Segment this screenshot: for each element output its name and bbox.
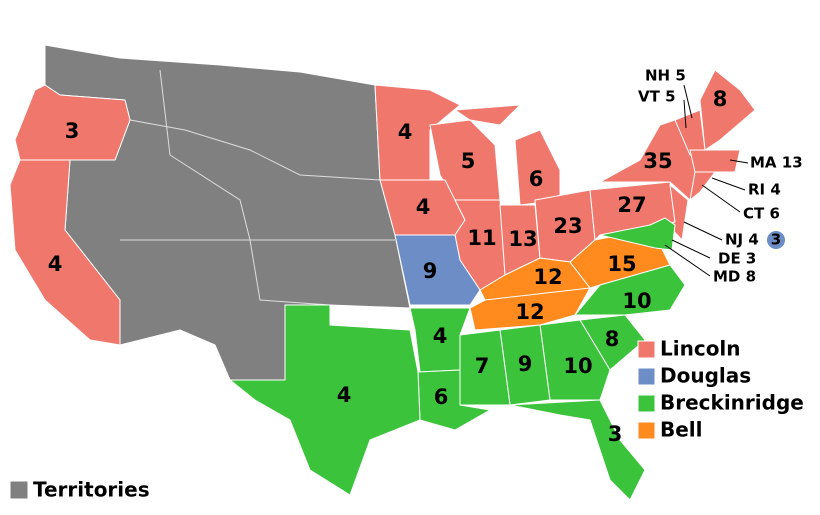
- state-votes: 35: [643, 149, 672, 173]
- callout-label: MD 8: [713, 268, 756, 286]
- vote-labels: 3 4 4 5 6 4 11 13 23 27 35 8 9 12 15 12 …: [48, 87, 728, 446]
- state-votes: 9: [518, 352, 533, 376]
- state-votes: 11: [467, 226, 496, 250]
- legend-label: Lincoln: [660, 337, 741, 361]
- state-votes: 23: [553, 214, 582, 238]
- legend-swatch: [637, 367, 656, 386]
- legend-label: Breckinridge: [660, 391, 804, 415]
- state-votes: 4: [416, 195, 431, 219]
- legend-label: Bell: [660, 418, 703, 442]
- legend: Lincoln Douglas Breckinridge Bell: [637, 337, 804, 442]
- callout-label: MA 13: [750, 154, 803, 172]
- callout-label: CT 6: [743, 205, 780, 223]
- state-votes: 9: [423, 259, 438, 283]
- state-votes: 8: [605, 327, 620, 351]
- state-votes: 7: [475, 354, 490, 378]
- territories-area: [44, 44, 411, 381]
- state-votes: 4: [337, 383, 352, 407]
- state-votes: 6: [529, 167, 544, 191]
- states: [9, 69, 756, 501]
- state-votes: 10: [563, 354, 592, 378]
- callouts: NH 5 VT 5 MA 13 RI 4 CT 6 NJ 4 3 DE 3 MD…: [638, 67, 803, 286]
- legend-swatch: [637, 394, 656, 413]
- nj-split-marker: [767, 231, 785, 249]
- state-votes: 4: [398, 120, 413, 144]
- callout-label: NH 5: [645, 67, 686, 85]
- state-votes: 5: [461, 149, 476, 173]
- nj-split-votes: 3: [771, 231, 781, 249]
- state-votes: 13: [508, 227, 537, 251]
- callout-label: RI 4: [748, 181, 781, 199]
- state-votes: 8: [713, 87, 728, 111]
- state-votes: 6: [434, 385, 449, 409]
- state-votes: 12: [515, 300, 544, 324]
- state-votes: 3: [65, 119, 80, 143]
- callout-label: DE 3: [718, 250, 756, 268]
- state-votes: 12: [533, 265, 562, 289]
- legend-swatch: [637, 421, 656, 440]
- state-votes: 27: [617, 193, 646, 217]
- callout-label: VT 5: [638, 88, 676, 106]
- legend-label: Territories: [33, 478, 150, 502]
- state-votes: 10: [622, 289, 651, 313]
- callout-label: NJ 4: [725, 231, 759, 249]
- state-votes: 15: [607, 252, 636, 276]
- legend-swatch: [9, 480, 29, 500]
- state-votes: 3: [608, 422, 623, 446]
- legend-label: Douglas: [660, 364, 751, 388]
- state-votes: 4: [433, 324, 448, 348]
- state-votes: 4: [48, 252, 63, 276]
- legend-swatch: [637, 340, 656, 359]
